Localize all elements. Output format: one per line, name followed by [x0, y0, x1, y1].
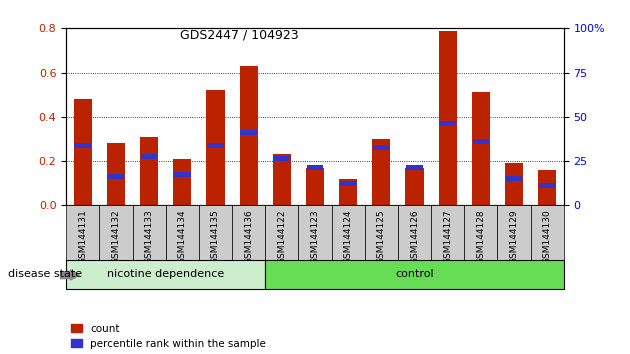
Text: GSM144130: GSM144130: [543, 210, 552, 264]
Bar: [539, 183, 556, 188]
Text: GDS2447 / 104923: GDS2447 / 104923: [180, 28, 299, 41]
Bar: [339, 179, 357, 205]
Bar: [431, 205, 464, 260]
Bar: [505, 163, 523, 205]
Bar: [530, 205, 564, 260]
Text: control: control: [395, 269, 434, 279]
Bar: [406, 168, 423, 205]
Bar: [207, 143, 224, 148]
Bar: [439, 121, 456, 126]
Bar: [66, 260, 265, 289]
Bar: [273, 156, 290, 161]
Bar: [273, 154, 291, 205]
Bar: [140, 154, 158, 159]
Text: GSM144122: GSM144122: [277, 210, 286, 264]
Text: GSM144123: GSM144123: [311, 210, 319, 264]
Bar: [398, 205, 431, 260]
Bar: [438, 30, 457, 205]
Bar: [365, 205, 398, 260]
Bar: [306, 168, 324, 205]
Text: GSM144124: GSM144124: [344, 210, 353, 264]
Bar: [307, 165, 323, 170]
Bar: [107, 143, 125, 205]
Bar: [207, 90, 224, 205]
Bar: [373, 145, 390, 150]
Text: GSM144133: GSM144133: [145, 210, 154, 264]
Bar: [331, 205, 365, 260]
Bar: [498, 205, 530, 260]
Bar: [472, 139, 490, 144]
Bar: [239, 66, 258, 205]
Text: GSM144129: GSM144129: [510, 210, 518, 264]
Bar: [174, 172, 191, 177]
Bar: [74, 99, 92, 205]
Bar: [74, 143, 91, 148]
Bar: [372, 139, 391, 205]
Bar: [166, 205, 199, 260]
Text: disease state: disease state: [8, 269, 82, 279]
Bar: [173, 159, 192, 205]
FancyArrow shape: [60, 270, 79, 280]
Bar: [100, 205, 132, 260]
Text: GSM144125: GSM144125: [377, 210, 386, 264]
Text: GSM144127: GSM144127: [444, 210, 452, 264]
Bar: [472, 92, 490, 205]
Bar: [132, 205, 166, 260]
Bar: [66, 205, 100, 260]
Bar: [108, 174, 124, 179]
Text: nicotine dependence: nicotine dependence: [107, 269, 224, 279]
Text: GSM144135: GSM144135: [211, 210, 220, 264]
Text: GSM144132: GSM144132: [112, 210, 120, 264]
Legend: count, percentile rank within the sample: count, percentile rank within the sample: [71, 324, 266, 349]
Bar: [299, 205, 331, 260]
Text: GSM144131: GSM144131: [78, 210, 87, 264]
Bar: [240, 130, 257, 135]
Bar: [199, 205, 232, 260]
Text: GSM144126: GSM144126: [410, 210, 419, 264]
Bar: [140, 137, 158, 205]
Bar: [265, 260, 564, 289]
Text: GSM144128: GSM144128: [476, 210, 485, 264]
Bar: [340, 181, 357, 185]
Bar: [232, 205, 265, 260]
Bar: [538, 170, 556, 205]
Bar: [265, 205, 299, 260]
Bar: [506, 176, 522, 181]
Bar: [406, 165, 423, 170]
Text: GSM144134: GSM144134: [178, 210, 186, 264]
Bar: [464, 205, 498, 260]
Text: GSM144136: GSM144136: [244, 210, 253, 264]
